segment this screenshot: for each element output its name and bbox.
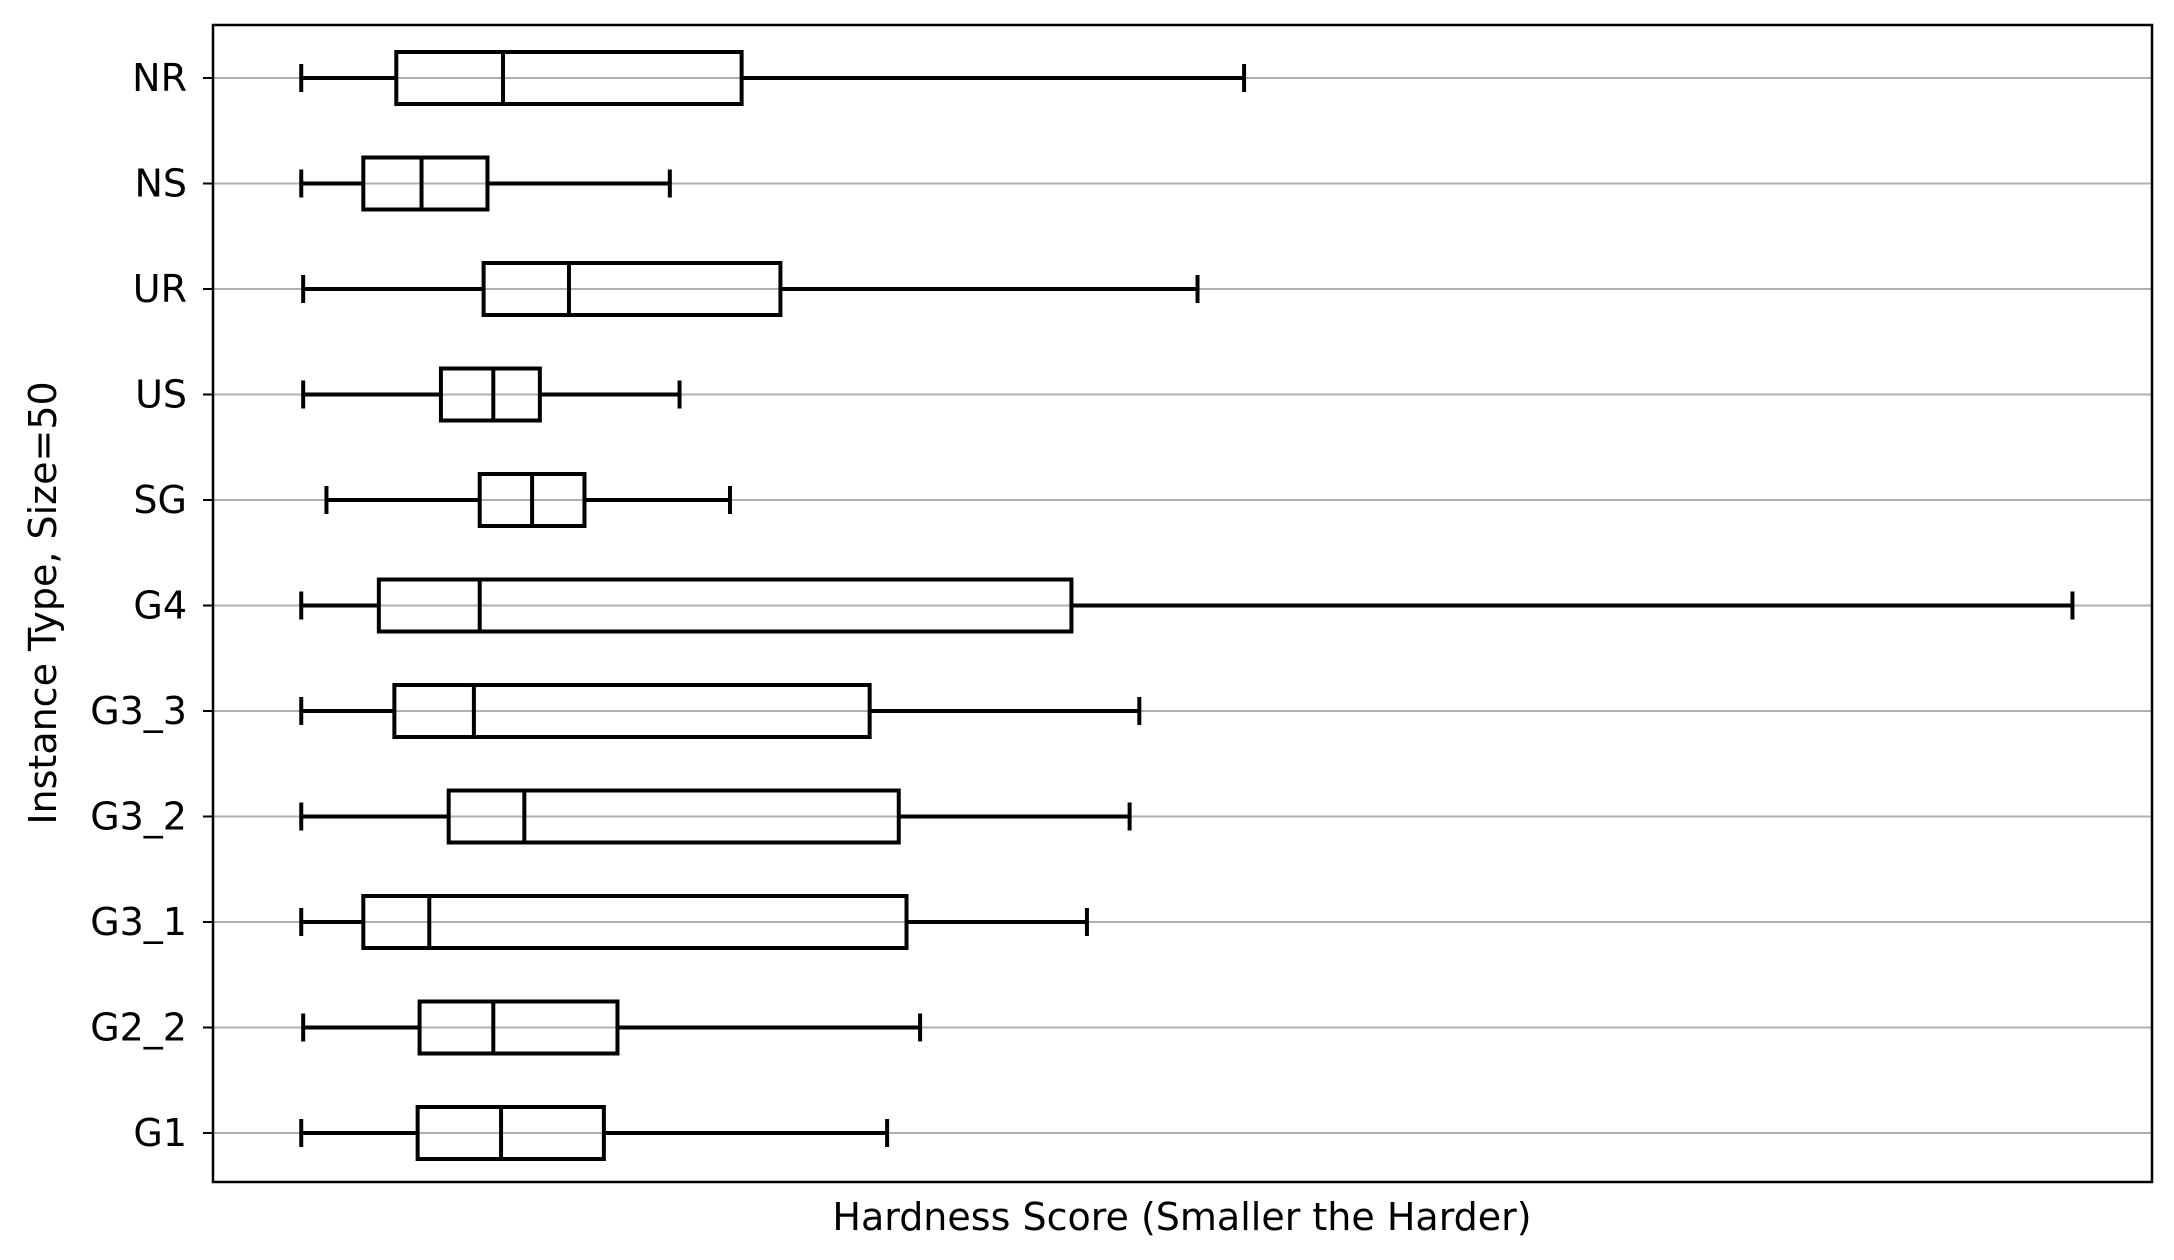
box-iqr <box>361 894 909 950</box>
box-g3-1 <box>299 894 1089 950</box>
box-g1 <box>299 1105 890 1161</box>
box-iqr <box>438 366 542 423</box>
y-tick-label: NR <box>132 56 187 100</box>
y-tick-label: G3_2 <box>90 795 187 839</box>
y-tick-labels: NR NS UR US SG G4 G3_3 G3_2 G3_1 G2_2 G1 <box>90 56 213 1155</box>
y-tick-label: G3_3 <box>90 689 187 733</box>
y-tick-label: NS <box>134 162 187 206</box>
box-g3-3 <box>299 683 1142 739</box>
plot-frame <box>211 23 2154 1184</box>
box-iqr <box>481 261 783 317</box>
y-tick-label: UR <box>133 267 187 311</box>
x-axis-label: Hardness Score (Smaller the Harder) <box>832 1195 1531 1239</box>
y-tick-label: G2_2 <box>90 1006 187 1050</box>
box-g3-2 <box>299 788 1132 845</box>
box-iqr <box>417 999 620 1056</box>
box-nr <box>299 50 1247 106</box>
y-tick-label: US <box>135 373 187 417</box>
box-g2-2 <box>301 999 923 1056</box>
y-tick-label: G4 <box>133 584 187 628</box>
box-g4 <box>299 577 2075 634</box>
y-axis-label: Instance Type, Size=50 <box>21 381 65 824</box>
y-tick-label: G1 <box>133 1111 187 1155</box>
box-iqr <box>446 788 901 845</box>
box-iqr <box>361 155 490 212</box>
box-sg <box>324 472 732 528</box>
y-tick-label: SG <box>133 478 187 522</box>
box-iqr <box>376 577 1074 634</box>
box-iqr <box>394 50 744 106</box>
box-iqr <box>392 683 872 739</box>
y-tick-label: G3_1 <box>90 900 187 944</box>
box-us <box>301 366 682 423</box>
box-ur <box>301 261 1200 317</box>
boxes <box>299 50 2075 1161</box>
box-iqr <box>415 1105 606 1161</box>
box-ns <box>299 155 672 212</box>
